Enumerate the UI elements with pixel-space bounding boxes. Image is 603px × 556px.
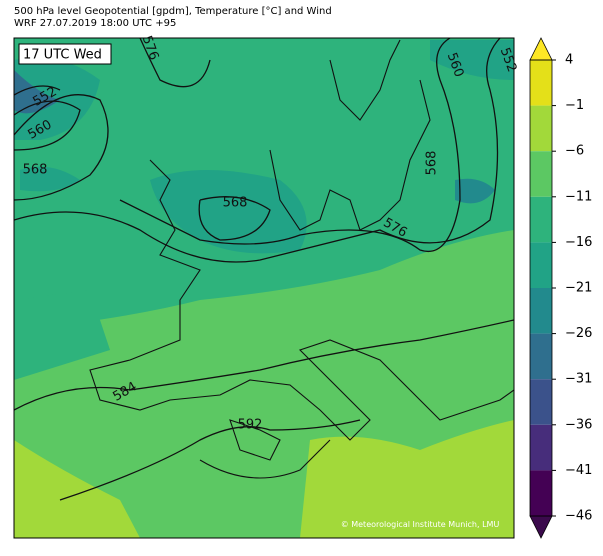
map-title: 500 hPa level Geopotential [gpdm], Tempe… xyxy=(14,6,332,17)
colorbar-segment xyxy=(530,288,552,334)
contour-label: 568 xyxy=(23,163,48,178)
colorbar-tick-label: −46 xyxy=(565,509,592,524)
colorbar-tick-label: −36 xyxy=(565,417,592,432)
colorbar-segment xyxy=(530,333,552,380)
time-label: 17 UTC Wed xyxy=(23,48,102,63)
copyright: © Meteorological Institute Munich, LMU xyxy=(341,520,500,529)
contour-label: 592 xyxy=(238,418,263,433)
colorbar-tick-label: 4 xyxy=(565,53,573,68)
colorbar-segment xyxy=(530,242,552,288)
coastlines xyxy=(89,39,514,479)
map-frame xyxy=(13,37,515,539)
colorbar-segment xyxy=(530,196,552,243)
colorbar-segment xyxy=(530,105,552,152)
colorbar: 4 −1 −6 −11 −16 −21 −26 −31 −36 −41 −46 xyxy=(529,37,592,539)
colorbar-tick-label: −21 xyxy=(565,281,592,296)
colorbar-tick-label: −31 xyxy=(565,372,592,387)
colorbar-tick-label: −26 xyxy=(565,326,592,341)
colorbar-tick-label: −1 xyxy=(565,98,584,113)
colorbar-tick-label: −41 xyxy=(565,463,592,478)
colorbar-over xyxy=(529,37,553,61)
colorbar-segment xyxy=(530,60,552,106)
colorbar-segment xyxy=(530,470,552,516)
time-box xyxy=(18,43,112,65)
map-subtitle: WRF 27.07.2019 18:00 UTC +95 xyxy=(14,18,176,29)
colorbar-tick-label: −11 xyxy=(565,189,592,204)
colorbar-segment xyxy=(530,379,552,425)
map-field xyxy=(14,38,514,538)
colorbar-segment xyxy=(530,151,552,197)
contour-label: 568 xyxy=(223,196,248,211)
colorbar-segment xyxy=(530,424,552,471)
contours xyxy=(14,38,514,501)
contour-label: 568 xyxy=(425,151,440,176)
colorbar-tick-label: −6 xyxy=(565,144,584,159)
colorbar-tick-label: −16 xyxy=(565,235,592,250)
colorbar-under xyxy=(529,515,553,539)
